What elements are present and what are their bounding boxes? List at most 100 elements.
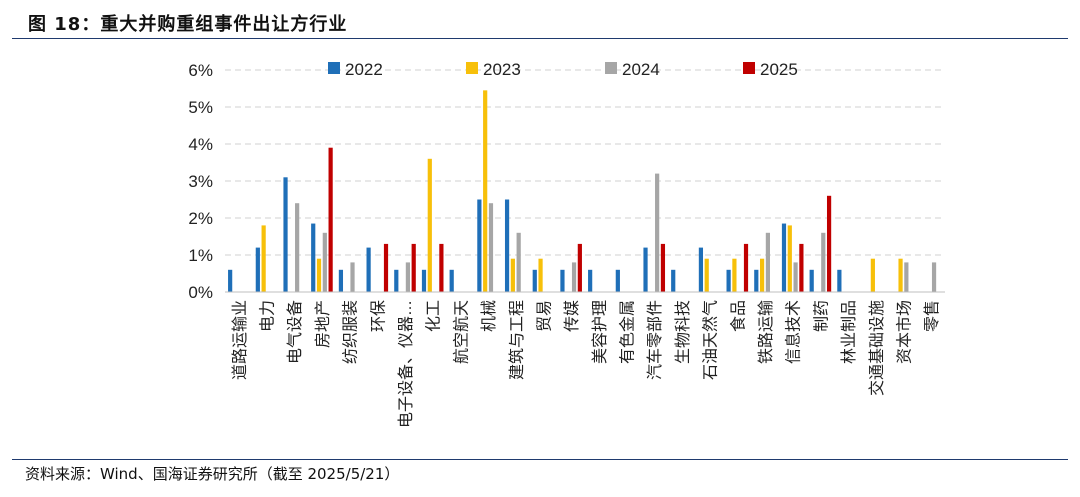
bar-2022 [754, 269, 759, 292]
bar-2023 [483, 90, 488, 292]
bar-2022 [311, 223, 316, 292]
x-tick-label: 美容护理 [591, 300, 609, 364]
bar-2023 [510, 258, 515, 292]
bar-2023 [898, 258, 903, 292]
bar-2022 [255, 247, 260, 292]
bar-2022 [615, 269, 620, 292]
x-tick-label: 铁路运输 [757, 300, 775, 364]
bar-2025 [799, 243, 804, 292]
bar-2022 [366, 247, 371, 292]
bar-2024 [516, 232, 521, 292]
x-tick-label: 有色金属 [619, 300, 637, 364]
x-tick-label: 林业制品 [840, 300, 858, 364]
x-tick-label: 电子设备、仪器… [397, 300, 415, 428]
bar-2022 [421, 269, 427, 292]
y-tick-label: 3% [188, 172, 213, 191]
y-tick-label: 5% [188, 98, 213, 117]
bar-2024 [322, 232, 327, 292]
legend: 2022 2023 2024 2025 [328, 60, 798, 79]
x-tick-label: 化工 [425, 300, 443, 332]
bar-2025 [826, 195, 832, 292]
bar-2024 [765, 232, 770, 292]
source-note: 资料来源：Wind、国海证券研究所（截至 2025/5/21） [25, 465, 400, 483]
y-axis-ticks: 0% 1% 2% 3% 4% 5% 6% [188, 61, 213, 302]
bar-2025 [660, 243, 666, 292]
bar-2023 [787, 225, 792, 292]
x-tick-label: 航空航天 [452, 300, 470, 364]
bar-2025 [439, 243, 444, 292]
legend-label: 2023 [483, 60, 521, 79]
x-tick-label: 房地产 [314, 300, 332, 348]
y-tick-label: 2% [188, 209, 213, 228]
bar-2023 [427, 158, 432, 292]
x-tick-label: 环保 [369, 300, 387, 332]
x-tick-label: 生物科技 [674, 300, 692, 364]
x-tick-label: 制药 [812, 300, 830, 332]
x-tick-label: 贸易 [535, 300, 553, 332]
bar-2024 [405, 262, 410, 292]
x-tick-label: 资本市场 [895, 300, 913, 364]
bar-2022 [781, 223, 787, 292]
bar-2024 [904, 262, 909, 292]
legend-item-2025: 2025 [743, 60, 798, 79]
bar-2024 [793, 262, 798, 292]
bar-2022 [726, 269, 731, 292]
bar-2022 [338, 269, 344, 292]
legend-label: 2022 [345, 60, 383, 79]
bar-2022 [449, 269, 454, 292]
bar-2025 [328, 147, 333, 292]
legend-swatch [466, 62, 478, 74]
bar-2022 [477, 199, 482, 292]
y-tick-label: 1% [188, 246, 213, 265]
bar-2023 [316, 258, 322, 292]
bars [228, 90, 937, 292]
bar-chart: 0% 1% 2% 3% 4% 5% 6% 道路运输业 电力 电气设备 房地产 纺织服装 环保 电子设备、… [188, 60, 945, 428]
bar-2024 [931, 262, 937, 292]
bar-2022 [504, 199, 510, 292]
legend-item-2023: 2023 [466, 60, 521, 79]
x-tick-label: 石油天然气 [702, 300, 720, 380]
x-tick-label: 食品 [729, 300, 747, 332]
bar-2022 [532, 269, 537, 292]
bar-2025 [383, 243, 389, 292]
bar-2022 [837, 269, 842, 292]
x-axis-labels: 道路运输业 电力 电气设备 房地产 纺织服装 环保 电子设备、仪器… 化工 航空航天 机械 建筑与工… [231, 300, 941, 428]
x-tick-label: 道路运输业 [231, 300, 249, 380]
bar-2025 [411, 243, 416, 292]
bar-2023 [760, 258, 765, 292]
x-tick-label: 传媒 [563, 300, 581, 332]
bar-2024 [655, 173, 660, 292]
x-tick-label: 机械 [480, 300, 498, 332]
bar-2025 [577, 243, 582, 292]
bar-2023 [261, 225, 266, 292]
bar-2023 [538, 258, 543, 292]
x-tick-label: 电力 [259, 300, 277, 332]
bar-2022 [643, 247, 648, 292]
source-rule [12, 459, 1068, 460]
y-tick-label: 6% [188, 61, 213, 80]
legend-label: 2024 [622, 60, 660, 79]
bar-2022 [698, 247, 704, 292]
bar-2025 [743, 243, 749, 292]
x-tick-label: 纺织服装 [342, 300, 360, 364]
y-tick-label: 0% [188, 283, 213, 302]
legend-item-2024: 2024 [605, 60, 660, 79]
bar-2023 [704, 258, 709, 292]
bar-2022 [588, 269, 593, 292]
bar-2024 [571, 262, 577, 292]
y-tick-label: 4% [188, 135, 213, 154]
bar-2022 [394, 269, 399, 292]
legend-swatch [743, 62, 755, 74]
x-tick-label: 零售 [923, 300, 941, 332]
figure-title: 图 18：重大并购重组事件出让方行业 [28, 14, 348, 35]
legend-label: 2025 [760, 60, 798, 79]
x-tick-label: 信息技术 [785, 300, 803, 364]
bar-2022 [283, 177, 288, 292]
legend-swatch [328, 62, 340, 74]
x-tick-label: 交通基础设施 [868, 300, 886, 396]
bar-2022 [228, 269, 233, 292]
bar-2022 [809, 269, 814, 292]
legend-swatch [605, 62, 617, 74]
bar-2024 [488, 203, 494, 292]
legend-item-2022: 2022 [328, 60, 383, 79]
